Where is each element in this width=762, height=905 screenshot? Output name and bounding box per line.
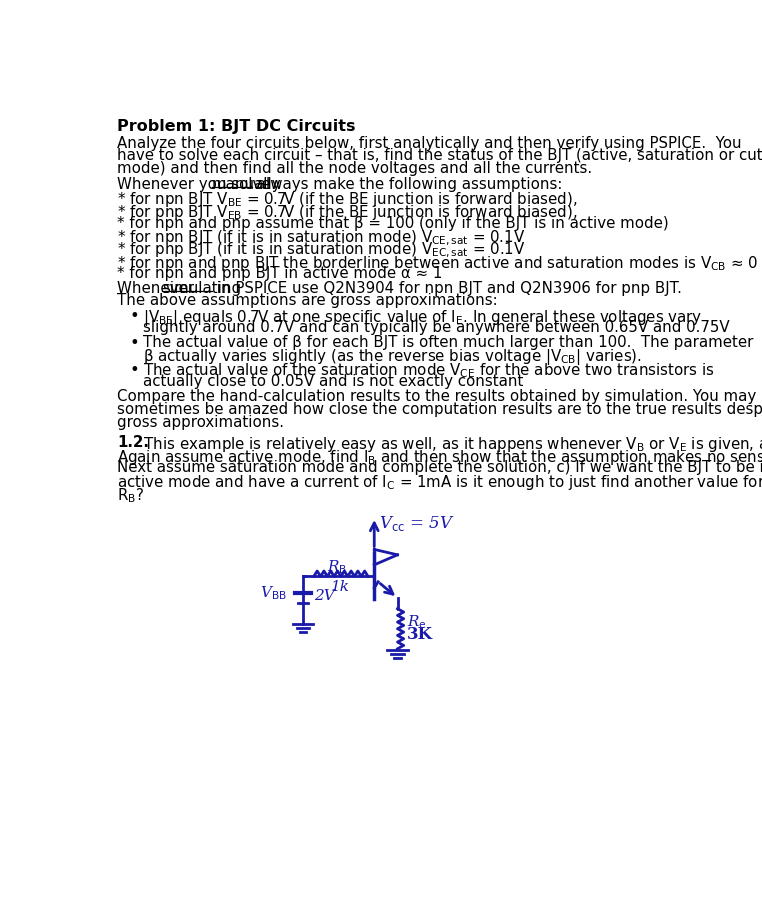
Text: |V$_{\mathrm{BE}}$| equals 0.7V at one specific value of I$_{\mathrm{E}}$. In ge: |V$_{\mathrm{BE}}$| equals 0.7V at one s…: [143, 308, 703, 328]
Text: actually close to 0.05V and is not exactly constant: actually close to 0.05V and is not exact…: [143, 375, 523, 389]
Text: in PSPICE use Q2N3904 for npn BJT and Q2N3906 for pnp BJT.: in PSPICE use Q2N3904 for npn BJT and Q2…: [212, 281, 682, 296]
Text: R$_{\mathrm{B}}$: R$_{\mathrm{B}}$: [327, 558, 347, 576]
Text: •: •: [130, 363, 139, 378]
Text: have to solve each circuit – that is, find the status of the BJT (active, satura: have to solve each circuit – that is, fi…: [117, 148, 762, 163]
Text: V$_{\mathrm{BB}}$: V$_{\mathrm{BB}}$: [260, 585, 287, 602]
Text: 3K: 3K: [407, 626, 433, 643]
Text: Compare the hand-calculation results to the results obtained by simulation. You : Compare the hand-calculation results to …: [117, 389, 756, 405]
Text: always make the following assumptions:: always make the following assumptions:: [252, 176, 562, 192]
Text: Whenever: Whenever: [117, 281, 199, 296]
Text: * for npn BJT V$_{\mathrm{BE}}$ = 0.7V (if the BE junction is forward biased),: * for npn BJT V$_{\mathrm{BE}}$ = 0.7V (…: [117, 190, 578, 209]
Text: * for npn and pnp BJT the borderline between active and saturation modes is V$_{: * for npn and pnp BJT the borderline bet…: [117, 253, 758, 272]
Text: The actual value of β for each BJT is often much larger than 100.  The parameter: The actual value of β for each BJT is of…: [143, 335, 754, 349]
Text: mode) and then find all the node voltages and all the currents.: mode) and then find all the node voltage…: [117, 161, 592, 176]
Text: 2V: 2V: [314, 589, 335, 604]
Text: simulating: simulating: [162, 281, 241, 296]
Text: Next assume saturation mode and complete the solution, c) If we want the BJT to : Next assume saturation mode and complete…: [117, 461, 762, 475]
Text: slightly around 0.7V and can typically be anywhere between 0.65V and 0.75V: slightly around 0.7V and can typically b…: [143, 320, 730, 336]
Text: * for pnp BJT (if it is in saturation mode) V$_{\mathrm{EC,sat}}$ = 0.1V: * for pnp BJT (if it is in saturation mo…: [117, 241, 526, 261]
Text: 1.2.: 1.2.: [117, 435, 149, 450]
Text: sometimes be amazed how close the computation results are to the true results de: sometimes be amazed how close the comput…: [117, 402, 762, 417]
Text: This example is relatively easy as well, as it happens whenever V$_{\mathrm{B}}$: This example is relatively easy as well,…: [139, 435, 762, 454]
Text: 1k: 1k: [331, 580, 351, 595]
Text: V$_{\mathrm{cc}}$ = 5V: V$_{\mathrm{cc}}$ = 5V: [379, 514, 455, 533]
Text: •: •: [130, 336, 139, 351]
Text: * for npn and pnp assume that β = 100 (only if the BJT is in active mode): * for npn and pnp assume that β = 100 (o…: [117, 215, 669, 231]
Text: Whenever you solve: Whenever you solve: [117, 176, 275, 192]
Text: active mode and have a current of I$_{\mathrm{C}}$ = 1mA is it enough to just fi: active mode and have a current of I$_{\m…: [117, 473, 762, 492]
Text: Problem 1: BJT DC Circuits: Problem 1: BJT DC Circuits: [117, 119, 355, 134]
Text: gross approximations.: gross approximations.: [117, 414, 284, 430]
Text: Again assume active mode, find I$_{\mathrm{B}}$ and then show that the assumptio: Again assume active mode, find I$_{\math…: [117, 448, 762, 467]
Text: R$_{\mathrm{B}}$?: R$_{\mathrm{B}}$?: [117, 486, 144, 505]
Text: The above assumptions are gross approximations:: The above assumptions are gross approxim…: [117, 293, 498, 309]
Text: * for npn BJT (if it is in saturation mode) V$_{\mathrm{CE,sat}}$ = 0.1V: * for npn BJT (if it is in saturation mo…: [117, 228, 525, 248]
Text: R$_{\mathrm{e}}$: R$_{\mathrm{e}}$: [407, 614, 427, 632]
Text: * for npn and pnp BJT in active mode α ≈ 1: * for npn and pnp BJT in active mode α ≈…: [117, 266, 442, 281]
Text: manually: manually: [212, 176, 282, 192]
Text: The actual value of the saturation mode V$_{\mathrm{CE}}$ for the above two tran: The actual value of the saturation mode …: [143, 361, 715, 380]
Text: β actually varies slightly (as the reverse bias voltage |V$_{\mathrm{CB}}$| vari: β actually varies slightly (as the rever…: [143, 348, 642, 367]
Text: Analyze the four circuits below, first analytically and then verify using PSPICE: Analyze the four circuits below, first a…: [117, 136, 741, 150]
Text: * for pnp BJT V$_{\mathrm{EB}}$ = 0.7V (if the BE junction is forward biased),: * for pnp BJT V$_{\mathrm{EB}}$ = 0.7V (…: [117, 203, 578, 222]
Text: •: •: [130, 310, 139, 324]
